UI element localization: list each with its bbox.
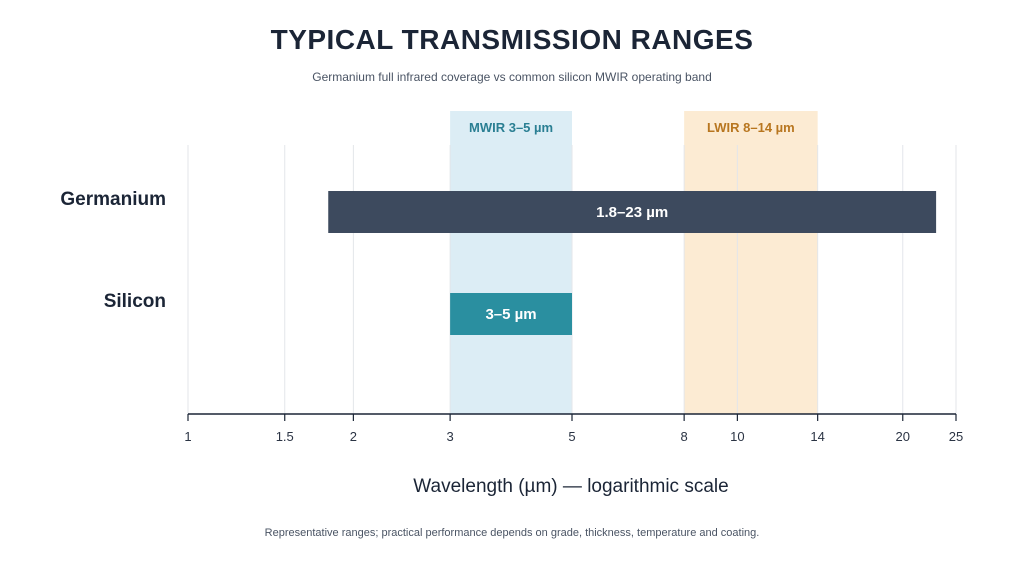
x-axis-title: Wavelength (µm) — logarithmic scale — [413, 476, 728, 497]
x-tick-label: 1.5 — [276, 429, 294, 444]
x-tick-label: 5 — [568, 429, 575, 444]
x-tick-label: 3 — [447, 429, 454, 444]
x-tick-label: 14 — [810, 429, 824, 444]
x-tick-label: 10 — [730, 429, 744, 444]
category-label-germanium: Germanium — [60, 189, 166, 210]
band-lwir — [684, 111, 818, 414]
range-bar-silicon — [450, 293, 572, 335]
x-tick-label: 25 — [949, 429, 963, 444]
range-label-silicon: 3–5 µm — [485, 306, 536, 323]
chart-title: TYPICAL TRANSMISSION RANGES — [270, 24, 754, 55]
band-label-mwir: MWIR 3–5 µm — [469, 120, 553, 135]
x-tick-label: 2 — [350, 429, 357, 444]
footnote: Representative ranges; practical perform… — [264, 527, 760, 539]
chart-subtitle: Germanium full infrared coverage vs comm… — [312, 70, 712, 84]
band-label-lwir: LWIR 8–14 µm — [707, 120, 795, 135]
category-label-silicon: Silicon — [104, 291, 166, 312]
x-tick-label: 1 — [184, 429, 191, 444]
x-tick-label: 8 — [681, 429, 688, 444]
range-label-germanium: 1.8–23 µm — [596, 204, 668, 221]
band-mwir — [450, 111, 572, 414]
range-bar-germanium — [328, 191, 937, 233]
x-tick-label: 20 — [896, 429, 910, 444]
